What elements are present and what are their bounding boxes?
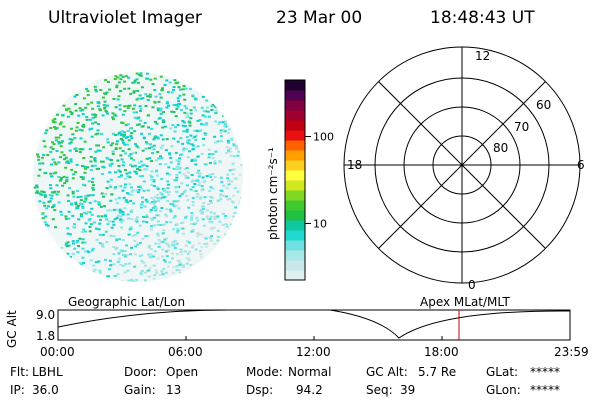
colorbar-tick-label: 10	[313, 217, 327, 230]
image-disk-background	[33, 72, 243, 282]
image-pixels	[33, 72, 243, 282]
colorbar-cell	[285, 100, 305, 111]
colorbar-cell	[285, 90, 305, 101]
timeline-plot: GC Alt	[5, 309, 571, 348]
glon-label: GLon:	[486, 383, 521, 397]
filter-label: Flt:	[10, 365, 29, 379]
glon-value: *****	[530, 383, 560, 397]
date-label: 23 Mar 00	[276, 8, 363, 28]
colorbar-cell	[285, 130, 305, 141]
colorbar-cell	[285, 140, 305, 151]
gain-value: 13	[166, 383, 182, 397]
polar-grid	[343, 46, 581, 284]
timeline-x-tick-1200: 12:00	[296, 345, 331, 359]
mlat-label-60: 60	[536, 98, 551, 112]
gcalt-label: GC Alt:	[366, 365, 408, 379]
door-label: Door:	[124, 365, 157, 379]
timeline-x-tick-0000: 00:00	[40, 345, 75, 359]
colorbar-ticks: 100 10	[305, 131, 334, 230]
timeline-right-caption: Apex MLat/MLT	[420, 295, 510, 309]
timeline-y-tick-9: 9.0	[36, 308, 56, 322]
mode-value: Normal	[288, 365, 332, 379]
mlat-label-70: 70	[514, 120, 529, 134]
colorbar-cell	[285, 190, 305, 201]
ip-label: IP:	[10, 383, 25, 397]
instrument-title: Ultraviolet Imager	[48, 8, 202, 28]
colorbar-cell	[285, 260, 305, 271]
colorbar-cell	[285, 240, 305, 251]
gain-label: Gain:	[124, 383, 156, 397]
mlt-label-12: 12	[475, 49, 490, 63]
colorbar-cell	[285, 270, 305, 281]
glat-value: *****	[530, 365, 560, 379]
colorbar-cell	[285, 110, 305, 121]
filter-value: LBHL	[32, 365, 63, 379]
mlt-label-0: 0	[468, 278, 476, 292]
mode-label: Mode:	[246, 365, 283, 379]
colorbar-unit-label: photon cm⁻²s⁻¹	[266, 147, 280, 240]
dsp-label: Dsp:	[246, 383, 274, 397]
colorbar-cell	[285, 220, 305, 231]
seq-value: 39	[400, 383, 416, 397]
timeline-y-axis-label: GC Alt	[5, 310, 19, 348]
colorbar-cell	[285, 80, 305, 91]
mlat-label-80: 80	[493, 141, 508, 155]
colorbar-cell	[285, 250, 305, 261]
timeline-left-caption: Geographic Lat/Lon	[68, 295, 186, 309]
dsp-value: 94.2	[296, 383, 323, 397]
colorbar-cell	[285, 230, 305, 241]
timeline-x-tick-2359: 23:59	[554, 345, 589, 359]
timeline-x-tick-1800: 18:00	[424, 345, 459, 359]
timeline-x-tick-0600: 06:00	[168, 345, 203, 359]
mlt-label-18: 18	[347, 158, 362, 172]
colorbar-frame	[284, 79, 306, 281]
timeline-y-tick-1-8: 1.8	[36, 329, 56, 343]
mlt-label-6: 6	[577, 158, 585, 172]
timeline-ticks	[57, 336, 571, 340]
gcalt-value: 5.7 Re	[418, 365, 457, 379]
door-value: Open	[166, 365, 199, 379]
colorbar-tick-label: 100	[313, 131, 334, 144]
colorbar-cells	[285, 80, 305, 281]
colorbar-cell	[285, 160, 305, 171]
altitude-curve	[57, 309, 571, 339]
polar-meridian-diag-2	[378, 81, 546, 249]
colorbar-cell	[285, 170, 305, 181]
ip-value: 36.0	[32, 383, 59, 397]
glat-label: GLat:	[486, 365, 519, 379]
time-label: 18:48:43 UT	[430, 8, 535, 28]
colorbar-cell	[285, 120, 305, 131]
colorbar-cell	[285, 200, 305, 211]
colorbar: 100 10 photon cm⁻²s⁻¹	[266, 79, 334, 281]
colorbar-cell	[285, 210, 305, 221]
colorbar-cell	[285, 180, 305, 191]
colorbar-cell	[285, 150, 305, 161]
seq-label: Seq:	[366, 383, 393, 397]
auroral-image	[33, 72, 243, 282]
